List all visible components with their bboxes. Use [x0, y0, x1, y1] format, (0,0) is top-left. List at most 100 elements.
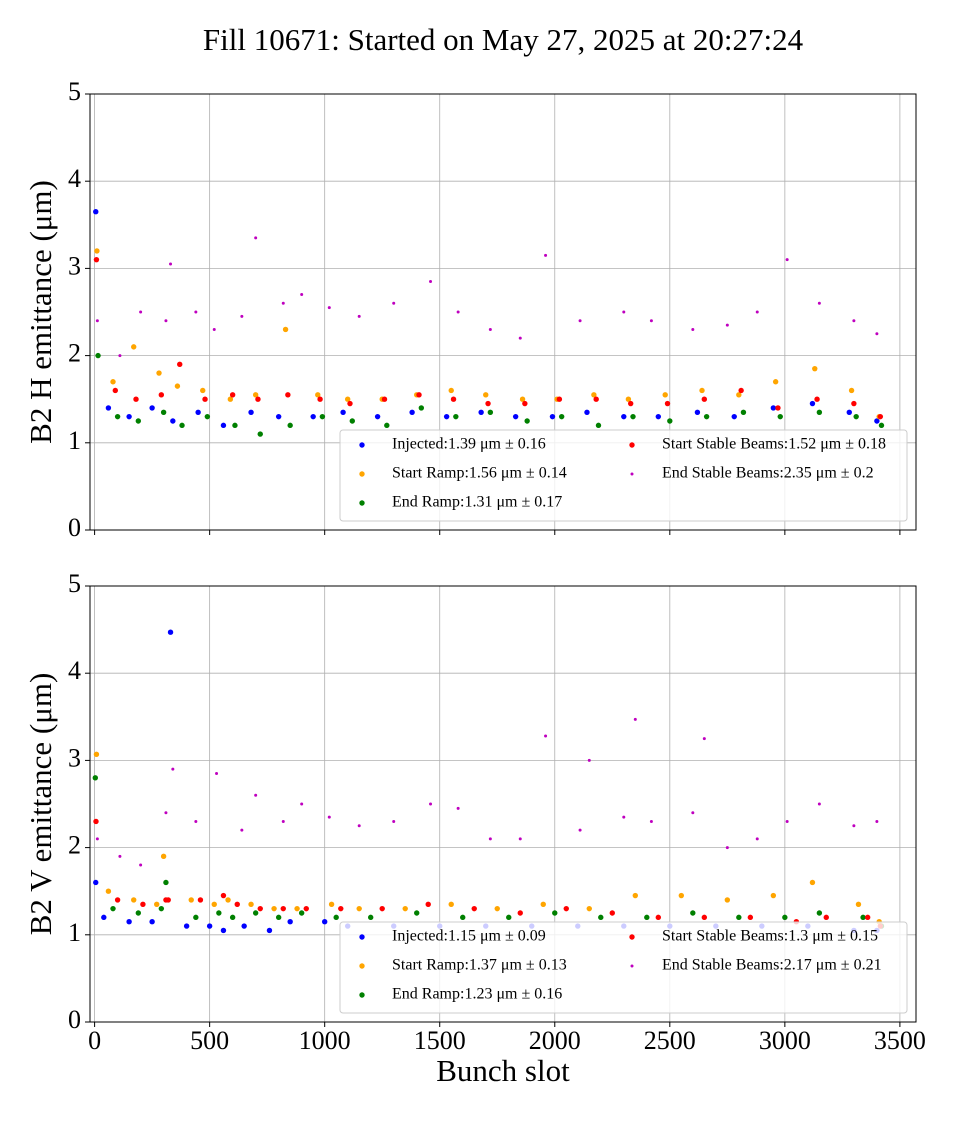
point [875, 819, 879, 823]
point [374, 413, 381, 420]
point [287, 919, 293, 925]
point [485, 400, 491, 407]
x-tick-label: 3000 [759, 1026, 811, 1055]
point [93, 256, 100, 263]
point [703, 413, 710, 420]
point [584, 409, 590, 415]
legend-box [339, 921, 908, 1014]
point [95, 319, 99, 323]
legend-marker [359, 992, 365, 998]
point [139, 310, 143, 314]
point [133, 396, 139, 402]
point [135, 910, 142, 916]
point [655, 413, 662, 420]
point [649, 319, 653, 323]
point [105, 405, 112, 411]
point [167, 629, 174, 635]
point [851, 400, 857, 407]
legend-label: Injected:1.15 μm ± 0.09 [392, 928, 546, 945]
point [170, 418, 176, 424]
point [110, 379, 116, 385]
legend-label: End Ramp:1.23 μm ± 0.16 [392, 986, 562, 1003]
x-tick-label: 1000 [299, 1026, 351, 1055]
x-tick-label: 2000 [529, 1026, 581, 1055]
point [349, 418, 355, 424]
point [303, 905, 309, 912]
point [587, 758, 591, 762]
y-tick-label: 1 [68, 918, 81, 947]
panel: 0 1 2 3 4 5 0 500 1000 1500 2000 2500 3000 3500 B2 V e… [23, 569, 926, 1088]
point [875, 332, 879, 336]
y-tick-label: 2 [68, 339, 81, 368]
point [736, 914, 742, 921]
point [595, 422, 602, 429]
point [725, 846, 729, 850]
point [317, 396, 323, 402]
point [860, 914, 866, 921]
point [809, 879, 816, 886]
point [494, 905, 500, 912]
point [321, 919, 328, 925]
point [846, 409, 852, 415]
point [782, 914, 788, 921]
legend-label: End Stable Beams:2.35 μm ± 0.2 [662, 465, 874, 482]
point [738, 387, 744, 394]
point [402, 905, 408, 912]
point [691, 327, 695, 331]
point [655, 914, 662, 921]
point [126, 413, 132, 420]
point [609, 910, 615, 916]
point [225, 897, 231, 903]
point [549, 413, 556, 420]
point [93, 818, 99, 825]
y-tick-label: 1 [68, 426, 81, 455]
x-tick-label: 2500 [644, 1026, 696, 1055]
point [118, 854, 122, 858]
x-tick-label: 500 [190, 1026, 229, 1055]
point [248, 901, 254, 907]
point [340, 409, 346, 415]
point [254, 793, 258, 797]
legend: Injected:1.15 μm ± 0.09 Start Ramp:1.37 μ… [339, 921, 908, 1014]
legend-marker [359, 500, 365, 506]
point [662, 392, 668, 398]
point [252, 392, 259, 398]
point [248, 409, 254, 415]
point [384, 422, 390, 429]
point [392, 301, 396, 305]
point [522, 400, 528, 407]
point [487, 409, 494, 415]
point [691, 811, 695, 815]
point [630, 413, 636, 420]
point [456, 806, 460, 810]
point [188, 897, 194, 903]
point [110, 905, 116, 912]
point [240, 314, 244, 318]
point [171, 767, 175, 771]
point [160, 409, 167, 415]
point [227, 396, 234, 402]
point [206, 923, 213, 929]
point [164, 811, 168, 815]
point [772, 379, 779, 385]
y-tick-label: 4 [68, 656, 81, 685]
point [177, 361, 183, 368]
point [140, 901, 146, 907]
point [591, 392, 597, 398]
point [202, 396, 208, 402]
point [817, 301, 821, 305]
plot-frame [89, 93, 917, 531]
legend-label: Injected:1.39 μm ± 0.16 [392, 436, 546, 453]
point [450, 396, 457, 402]
y-tick-label: 3 [68, 743, 81, 772]
point [731, 413, 737, 420]
point [241, 923, 247, 929]
point [93, 879, 99, 886]
point [878, 422, 885, 429]
legend-label: Start Stable Beams:1.52 μm ± 0.18 [662, 436, 886, 453]
point [519, 396, 526, 402]
point [169, 262, 173, 266]
point [200, 387, 206, 394]
point [275, 413, 282, 420]
point [357, 824, 361, 828]
